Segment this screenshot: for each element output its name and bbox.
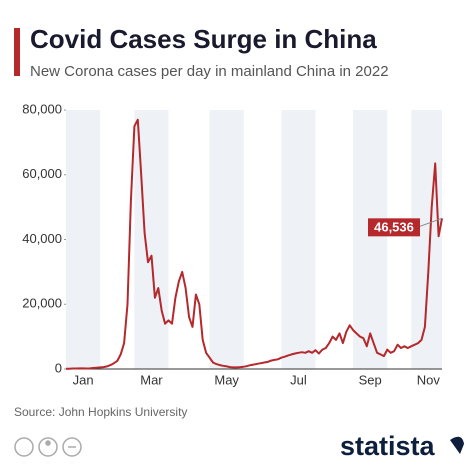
x-tick-label: Sep — [359, 372, 382, 387]
month-band — [209, 110, 244, 369]
y-tick-label: 20,000 — [22, 296, 62, 311]
y-tick-label: 60,000 — [22, 166, 62, 181]
month-band — [353, 110, 388, 369]
month-band — [411, 110, 442, 369]
y-tick-label: 40,000 — [22, 231, 62, 246]
title-accent — [14, 28, 20, 76]
x-tick-label: Nov — [417, 372, 441, 387]
x-tick-label: Jan — [73, 372, 94, 387]
annotation-box — [368, 218, 420, 237]
chart-subtitle: New Corona cases per day in mainland Chi… — [30, 63, 389, 80]
y-tick-label: 80,000 — [22, 101, 62, 116]
line — [66, 118, 443, 370]
month-band — [281, 110, 316, 369]
annotation-label: 46,536 — [374, 219, 414, 234]
source: Source: John Hopkins University — [14, 405, 187, 419]
license-icons — [14, 437, 82, 457]
x-tick-label: Mar — [140, 372, 163, 387]
y-tick-label: 0 — [55, 360, 62, 375]
chart-title: Covid Cases Surge in China — [30, 24, 377, 54]
x-tick-label: Jul — [290, 372, 307, 387]
x-tick-label: May — [214, 372, 239, 387]
brand-icon — [450, 436, 464, 454]
brand: statista — [340, 431, 436, 461]
annotation-connector — [419, 217, 443, 227]
month-band — [66, 110, 101, 369]
